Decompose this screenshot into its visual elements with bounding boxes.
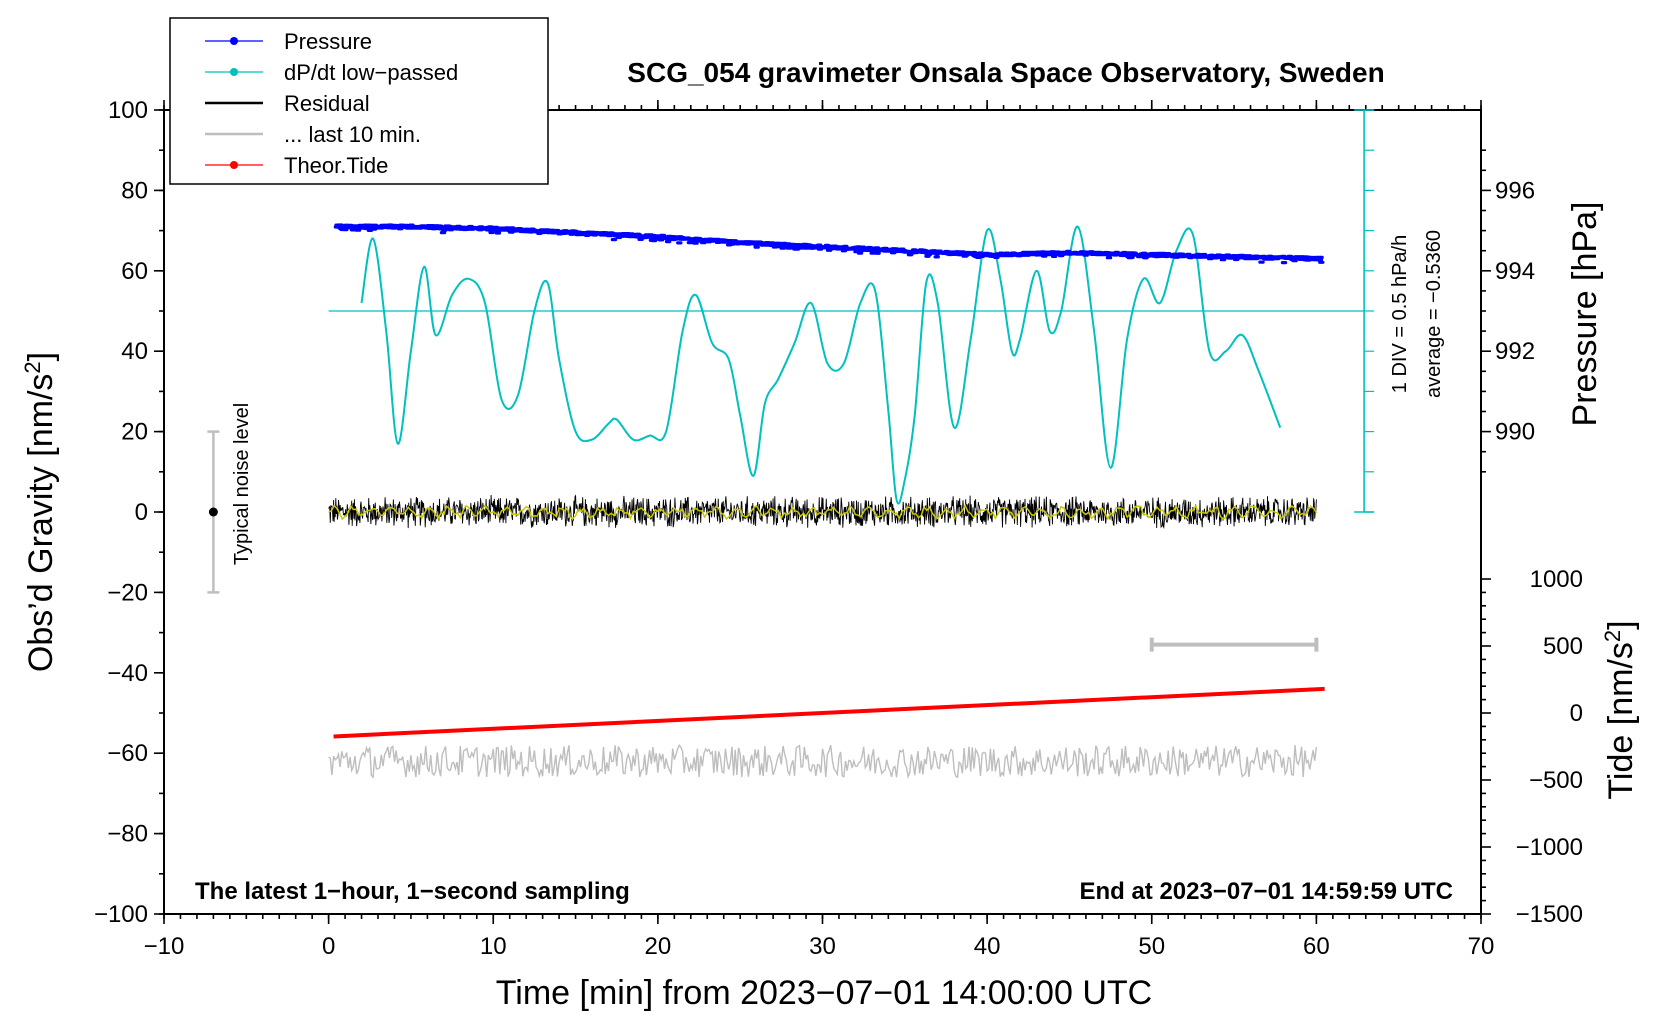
residual-smoothed-line bbox=[328, 503, 1318, 521]
last10-range-bar bbox=[1149, 637, 1319, 652]
tide-axis-title-sup: 2 bbox=[1600, 630, 1625, 642]
y-tick-label: 60 bbox=[121, 258, 148, 285]
y-tick-label: 100 bbox=[108, 97, 148, 124]
y-tick-label: −20 bbox=[107, 579, 148, 606]
tide-tick-label: 0 bbox=[1570, 700, 1583, 727]
x-tick-label: 30 bbox=[809, 933, 836, 960]
y-tick-label: −40 bbox=[107, 660, 148, 687]
y-axis-title-end: ] bbox=[22, 352, 60, 361]
tide-axis-title-main: Tide [nm/s bbox=[1602, 642, 1640, 799]
y-axis-title-main: Obs’d Gravity [nm/s bbox=[22, 374, 60, 673]
tide-tick-label: −1000 bbox=[1516, 834, 1583, 861]
x-tick-label: 70 bbox=[1468, 933, 1495, 960]
legend-label: Residual bbox=[284, 91, 370, 116]
noise-bar-center bbox=[208, 507, 218, 517]
pressure-axis-ticks: 990 992 994 996 bbox=[1481, 149, 1535, 473]
residual-series bbox=[328, 494, 1318, 530]
bottom-left-note: The latest 1−hour, 1−second sampling bbox=[195, 878, 630, 905]
pressure-axis-title: Pressure [hPa] bbox=[1566, 202, 1604, 427]
y-axis-ticks: −100 −80 −60 −40 −20 0 20 40 60 80 100 bbox=[94, 97, 164, 928]
bottom-right-note: End at 2023−07−01 14:59:59 UTC bbox=[1079, 878, 1453, 905]
tide-axis-title: Tide [nm/s2] bbox=[1600, 620, 1640, 799]
dpdt-scale-label: 1 DIV = 0.5 hPa/h bbox=[1389, 235, 1411, 393]
x-tick-label: 0 bbox=[322, 933, 335, 960]
pressure-tick-label: 996 bbox=[1495, 177, 1535, 204]
noise-level-bar bbox=[207, 430, 220, 594]
x-tick-label: −10 bbox=[144, 933, 185, 960]
tide-axis-title-end: ] bbox=[1602, 620, 1640, 629]
legend-label: ... last 10 min. bbox=[284, 122, 421, 147]
dpdt-average-label: average = −0.5360 bbox=[1423, 230, 1445, 398]
legend-marker bbox=[230, 161, 238, 169]
last10-line bbox=[328, 743, 1318, 779]
chart-title: SCG_054 gravimeter Onsala Space Observat… bbox=[627, 57, 1384, 88]
x-tick-label: 40 bbox=[974, 933, 1001, 960]
legend-label: Theor.Tide bbox=[284, 153, 388, 178]
tide-series bbox=[333, 686, 1325, 739]
y-tick-label: −80 bbox=[107, 821, 148, 848]
y-tick-label: 80 bbox=[121, 177, 148, 204]
x-tick-label: 10 bbox=[480, 933, 507, 960]
tide-axis-ticks: −1500 −1000 −500 0 500 1000 bbox=[1481, 566, 1583, 928]
y-tick-label: 40 bbox=[121, 338, 148, 365]
tide-tick-label: −1500 bbox=[1516, 901, 1583, 928]
tide-tick-label: 1000 bbox=[1530, 566, 1583, 593]
dpdt-series bbox=[360, 225, 1282, 505]
y-tick-label: 20 bbox=[121, 419, 148, 446]
dpdt-line bbox=[360, 225, 1282, 505]
tide-line bbox=[333, 686, 1325, 739]
legend-label: dP/dt low−passed bbox=[284, 60, 458, 85]
legend-label: Pressure bbox=[284, 29, 372, 54]
pressure-points bbox=[333, 223, 1325, 265]
last10-series bbox=[328, 743, 1318, 779]
legend-box bbox=[169, 17, 549, 185]
y-axis-title: Obs’d Gravity [nm/s2] bbox=[20, 352, 60, 672]
tide-tick-label: 500 bbox=[1543, 633, 1583, 660]
y-axis-title-sup: 2 bbox=[20, 361, 45, 373]
residual-line bbox=[328, 494, 1317, 530]
noise-level-label: Typical noise level bbox=[231, 403, 253, 565]
pressure-tick-label: 992 bbox=[1495, 338, 1535, 365]
x-tick-label: 60 bbox=[1303, 933, 1330, 960]
pressure-tick-label: 990 bbox=[1495, 419, 1535, 446]
legend-marker bbox=[230, 68, 238, 76]
x-axis-ticks: −10 0 10 20 30 40 50 60 70 bbox=[144, 100, 1495, 960]
pressure-tick-label: 994 bbox=[1495, 258, 1535, 285]
legend-marker bbox=[230, 37, 238, 45]
pressure-series bbox=[333, 223, 1325, 265]
x-tick-label: 50 bbox=[1138, 933, 1165, 960]
y-tick-label: 0 bbox=[135, 499, 148, 526]
y-tick-label: −100 bbox=[94, 901, 148, 928]
y-tick-label: −60 bbox=[107, 740, 148, 767]
dpdt-scale-axis bbox=[328, 109, 1375, 513]
x-axis-title: Time [min] from 2023−07−01 14:00:00 UTC bbox=[496, 974, 1152, 1012]
tide-tick-label: −500 bbox=[1529, 767, 1583, 794]
x-tick-label: 20 bbox=[645, 933, 672, 960]
legend: Pressure dP/dt low−passed Residual ... last… bbox=[205, 29, 458, 178]
